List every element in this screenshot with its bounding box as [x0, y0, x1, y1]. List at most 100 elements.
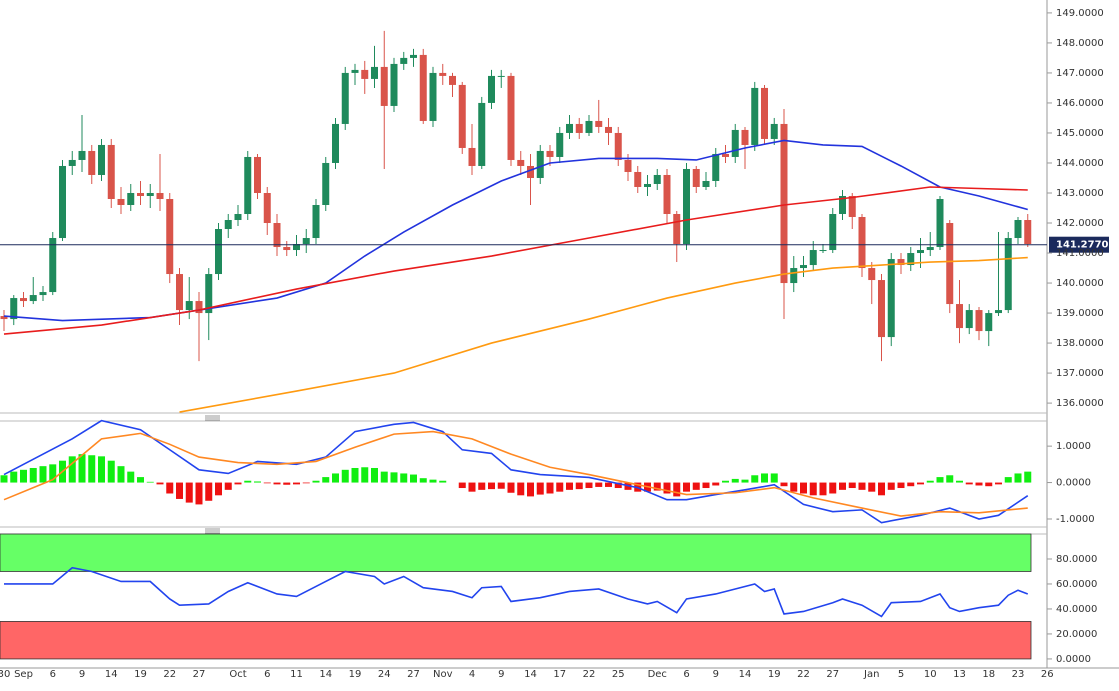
y-tick-label: 147.0000: [1056, 68, 1104, 79]
panel-handle[interactable]: [205, 415, 220, 421]
histogram-bar: [761, 473, 768, 483]
candle-body: [439, 72, 447, 76]
candle-body: [127, 192, 135, 205]
x-tick-label: 27: [407, 669, 420, 680]
histogram-bar: [263, 482, 271, 484]
candle-body: [371, 66, 378, 79]
x-tick-label: Oct: [229, 669, 246, 680]
histogram-bar: [78, 454, 86, 483]
candle-body: [419, 54, 427, 121]
histogram-bar: [897, 482, 905, 489]
candle-body: [800, 265, 807, 269]
candle-body: [536, 150, 544, 178]
y-tick-label: 80.0000: [1056, 554, 1097, 565]
x-tick-label: Jan: [863, 669, 879, 680]
candle-body: [790, 268, 798, 284]
candle-body: [585, 120, 593, 133]
histogram-bar: [137, 477, 144, 483]
candle-body: [956, 304, 963, 329]
x-tick-label: Sep: [14, 669, 33, 680]
x-tick-label: 14: [524, 669, 537, 680]
y-tick-label: 139.0000: [1056, 308, 1104, 319]
histogram-bar: [458, 482, 466, 489]
histogram-bar: [770, 473, 778, 483]
histogram-bar: [731, 478, 739, 483]
histogram-bar: [215, 482, 222, 496]
histogram-bar: [224, 482, 232, 490]
candle-body: [478, 102, 486, 166]
candle-body: [917, 250, 924, 254]
histogram-bar: [380, 471, 388, 483]
histogram-bar: [410, 474, 417, 483]
histogram-bar: [985, 482, 993, 487]
x-tick-label: 14: [319, 669, 332, 680]
candle-body: [546, 150, 554, 157]
candle-body: [995, 310, 1002, 314]
candle-body: [673, 214, 681, 245]
histogram-bar: [556, 482, 564, 492]
x-tick-label: 26: [1041, 669, 1054, 680]
histogram-bar: [673, 482, 681, 497]
candle-body: [468, 147, 476, 166]
histogram-bar: [712, 482, 720, 486]
histogram-bar: [20, 469, 27, 483]
x-tick-label: 22: [583, 669, 596, 680]
y-tick-label: 140.0000: [1056, 278, 1104, 289]
histogram-bar: [575, 482, 583, 490]
histogram-bar: [907, 482, 915, 487]
histogram-bar: [371, 467, 378, 483]
y-tick-label: 143.0000: [1056, 188, 1104, 199]
x-tick-label: 19: [134, 669, 147, 680]
histogram-bar: [585, 482, 593, 489]
y-tick-label: 20.0000: [1056, 629, 1097, 640]
candle-body: [263, 192, 271, 224]
histogram-bar: [956, 480, 963, 483]
histogram-bar: [917, 482, 924, 485]
candle-body: [410, 54, 417, 58]
candle-body: [770, 123, 778, 139]
y-tick-label: 137.0000: [1056, 368, 1104, 379]
candle-body: [156, 192, 164, 199]
indicator-line: [3, 419, 1029, 524]
candle-body: [605, 126, 612, 133]
histogram-bar: [878, 482, 885, 496]
histogram-bar: [400, 473, 408, 483]
x-tick-label: 13: [953, 669, 966, 680]
histogram-bar: [809, 482, 817, 496]
y-tick-label: -1.0000: [1056, 514, 1095, 525]
candle-body: [975, 310, 983, 332]
candle-body: [731, 129, 739, 157]
histogram-bar: [341, 469, 349, 483]
x-tick-label: 10: [924, 669, 937, 680]
histogram-bar: [497, 482, 505, 489]
candle-body: [839, 195, 846, 215]
histogram-bar: [176, 482, 183, 499]
candle-body: [117, 198, 125, 205]
histogram-bar: [332, 473, 339, 483]
y-tick-label: 136.0000: [1056, 398, 1104, 409]
candle-body: [322, 162, 330, 205]
y-tick-label: 149.0000: [1056, 8, 1104, 19]
y-tick-label: 146.0000: [1056, 98, 1104, 109]
histogram-bar: [419, 478, 427, 483]
y-tick-label: 148.0000: [1056, 38, 1104, 49]
candle-body: [254, 156, 261, 193]
candle-body: [10, 298, 18, 320]
y-tick-label: 144.0000: [1056, 158, 1104, 169]
histogram-bar: [273, 482, 281, 485]
x-tick-label: 6: [50, 669, 56, 680]
histogram-bar: [127, 471, 135, 483]
histogram-bar: [868, 482, 876, 492]
current-price-label: 141.2770: [1056, 240, 1109, 251]
histogram-bar: [790, 482, 798, 492]
y-tick-label: 0.0000: [1056, 478, 1091, 489]
candle-body: [0, 316, 8, 320]
candle-body: [68, 159, 76, 166]
candle-body: [809, 250, 817, 266]
panel-handle[interactable]: [205, 528, 220, 534]
histogram-bar: [839, 482, 846, 490]
candle-body: [936, 198, 944, 248]
histogram-bar: [1004, 477, 1012, 483]
histogram-bar: [195, 482, 203, 505]
candle-body: [488, 75, 495, 103]
